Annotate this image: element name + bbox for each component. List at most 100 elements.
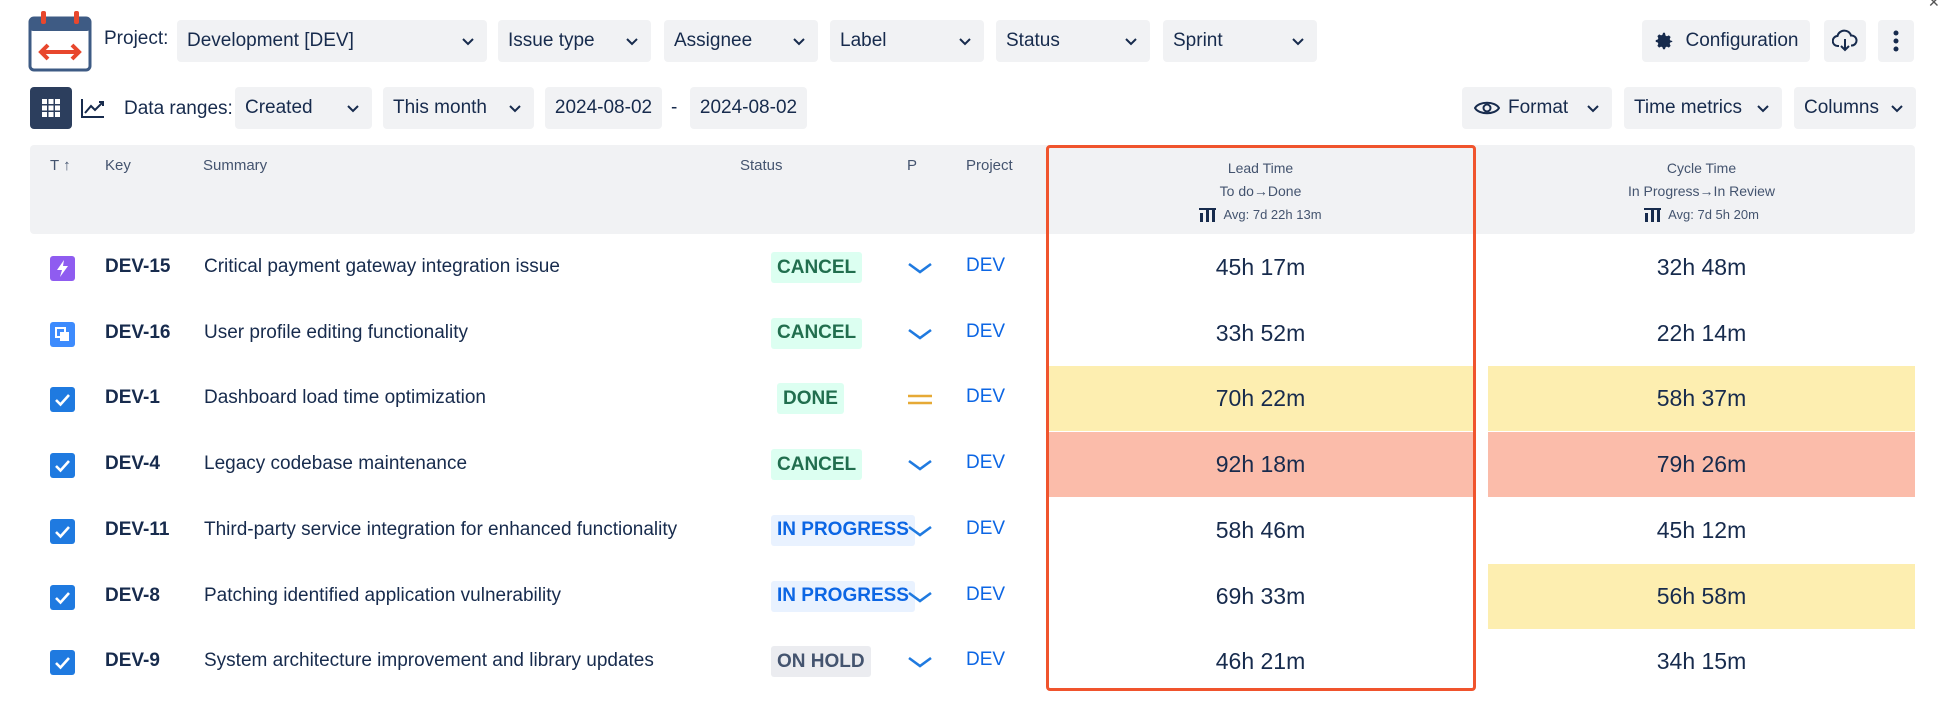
project-link[interactable]: DEV: [966, 517, 1006, 539]
lead-time-cell: 33h 52m: [1215, 319, 1306, 346]
lead-time-avg-value: Avg: 7d 22h 13m: [1223, 207, 1322, 222]
issue-key-link[interactable]: DEV-1: [105, 387, 160, 409]
grid-view-button[interactable]: [30, 87, 72, 129]
status-dropdown[interactable]: Status: [996, 20, 1150, 62]
issue-key-link[interactable]: DEV-8: [105, 584, 160, 606]
end-date-input[interactable]: 2024-08-02: [690, 87, 807, 129]
project-link[interactable]: DEV: [966, 583, 1006, 605]
gear-icon: [1656, 32, 1673, 50]
time-metrics-dropdown[interactable]: Time metrics: [1624, 87, 1782, 129]
table-header: T ↑ Key Summary Status P Project Lead Ti…: [30, 145, 1915, 234]
line-chart-icon: [81, 99, 104, 118]
issue-key-link[interactable]: DEV-4: [105, 453, 160, 475]
assignee-dropdown[interactable]: Assignee: [664, 20, 818, 62]
configuration-button[interactable]: Configuration: [1642, 20, 1810, 62]
date-field-value: Created: [245, 97, 313, 118]
lead-time-title: Lead Time: [1227, 160, 1294, 176]
task-type-icon: [50, 518, 75, 544]
priority-low-icon: [906, 520, 934, 542]
table-row[interactable]: DEV-16 User profile editing functionality…: [30, 301, 1915, 366]
date-field-dropdown[interactable]: Created: [235, 87, 372, 129]
project-link[interactable]: DEV: [966, 386, 1006, 408]
task-type-icon: [50, 453, 75, 479]
column-type-label: T: [50, 157, 59, 174]
table-row[interactable]: DEV-15 Critical payment gateway integrati…: [30, 235, 1915, 300]
cloud-download-icon: [1832, 29, 1858, 52]
more-options-button[interactable]: [1878, 20, 1914, 62]
issue-summary[interactable]: Patching identified application vulnerab…: [204, 584, 562, 606]
project-link[interactable]: DEV: [966, 255, 1006, 276]
issue-summary[interactable]: User profile editing functionality: [204, 321, 469, 343]
issue-type-dropdown[interactable]: Issue type: [498, 20, 651, 62]
project-dropdown[interactable]: Development [DEV]: [177, 20, 487, 62]
issue-summary[interactable]: Critical payment gateway integration iss…: [204, 256, 560, 277]
lead-time-cell: 69h 33m: [1215, 582, 1306, 609]
chevron-down-icon: [1587, 105, 1599, 113]
priority-low-icon: [906, 651, 934, 673]
issue-summary[interactable]: System architecture improvement and libr…: [204, 650, 654, 672]
start-date-input[interactable]: 2024-08-02: [545, 87, 662, 129]
status-badge: DONE: [777, 383, 844, 415]
cycle-time-avg-value: Avg: 7d 5h 20m: [1668, 207, 1759, 222]
eye-icon: [1474, 101, 1500, 115]
issue-key-link[interactable]: DEV-16: [105, 321, 171, 343]
date-separator: -: [671, 97, 678, 118]
lead-time-cell: 58h 46m: [1215, 516, 1306, 543]
cycle-time-cell: 56h 58m: [1488, 563, 1915, 629]
bar-stats-icon: [1644, 207, 1662, 222]
status-badge: IN PROGRESS: [771, 514, 915, 546]
table-row[interactable]: DEV-8 Patching identified application vul…: [30, 563, 1915, 629]
cycle-time-average: Avg: 7d 5h 20m: [1644, 203, 1759, 226]
label-dropdown-label: Label: [840, 30, 887, 51]
format-dropdown[interactable]: Format: [1462, 87, 1612, 129]
column-lead-time-header[interactable]: Lead Time To do→Done Avg: 7d 22h 13m: [1048, 157, 1473, 230]
status-badge: CANCEL: [771, 252, 863, 283]
column-cycle-time-header[interactable]: Cycle Time In Progress→In Review Avg: 7d…: [1488, 157, 1915, 230]
issue-summary[interactable]: Dashboard load time optimization: [204, 387, 486, 409]
status-badge: CANCEL: [771, 449, 863, 481]
column-summary-header[interactable]: Summary: [203, 157, 268, 174]
sprint-dropdown-label: Sprint: [1173, 30, 1223, 51]
column-priority-header[interactable]: P: [907, 157, 918, 174]
columns-label: Columns: [1804, 97, 1879, 118]
chevron-down-icon: [1125, 38, 1137, 46]
period-value: This month: [393, 97, 487, 118]
assignee-label: Assignee: [674, 30, 753, 51]
close-icon[interactable]: ✕: [1928, 0, 1940, 10]
table-row[interactable]: DEV-11 Third-party service integration fo…: [30, 498, 1915, 563]
issue-key-link[interactable]: DEV-11: [105, 518, 170, 540]
project-link[interactable]: DEV: [966, 649, 1006, 671]
task-type-icon: [50, 584, 75, 610]
project-link[interactable]: DEV: [966, 452, 1006, 474]
project-label: Project:: [104, 28, 169, 49]
columns-dropdown[interactable]: Columns: [1794, 87, 1916, 129]
table-row[interactable]: DEV-1 Dashboard load time optimization DON…: [30, 366, 1915, 432]
column-project-header[interactable]: Project: [966, 157, 1013, 174]
sprint-dropdown[interactable]: Sprint: [1163, 20, 1317, 62]
column-key-header[interactable]: Key: [105, 157, 131, 174]
project-link[interactable]: DEV: [966, 320, 1006, 342]
column-status-header[interactable]: Status: [740, 157, 783, 174]
label-dropdown[interactable]: Label: [830, 20, 984, 62]
issue-summary[interactable]: Third-party service integration for enha…: [204, 518, 678, 540]
epic-type-icon: [50, 256, 75, 281]
table-row[interactable]: DEV-4 Legacy codebase maintenance CANCEL DE…: [30, 432, 1915, 498]
chevron-down-icon: [347, 105, 359, 113]
issue-summary[interactable]: Legacy codebase maintenance: [204, 453, 468, 475]
issue-key-link[interactable]: DEV-9: [105, 650, 160, 672]
cloud-download-button[interactable]: [1824, 20, 1866, 62]
bar-stats-icon: [1199, 207, 1217, 222]
issue-key-link[interactable]: DEV-15: [105, 256, 171, 277]
table-row[interactable]: DEV-9 System architecture improvement and…: [30, 629, 1915, 694]
column-type-header[interactable]: T ↑: [50, 157, 71, 174]
lead-time-cell: 45h 17m: [1215, 254, 1306, 280]
lead-time-cell: 92h 18m: [1048, 432, 1473, 498]
chevron-down-icon: [1292, 38, 1304, 46]
issue-type-label: Issue type: [508, 30, 595, 51]
cycle-time-cell: 58h 37m: [1488, 366, 1915, 432]
cycle-time-cell: 22h 14m: [1656, 319, 1747, 346]
data-range-bar: Data ranges: Created This month 2024-08-…: [0, 85, 1944, 133]
period-dropdown[interactable]: This month: [383, 87, 534, 129]
status-dropdown-label: Status: [1006, 30, 1060, 51]
chart-view-button[interactable]: [72, 87, 114, 129]
